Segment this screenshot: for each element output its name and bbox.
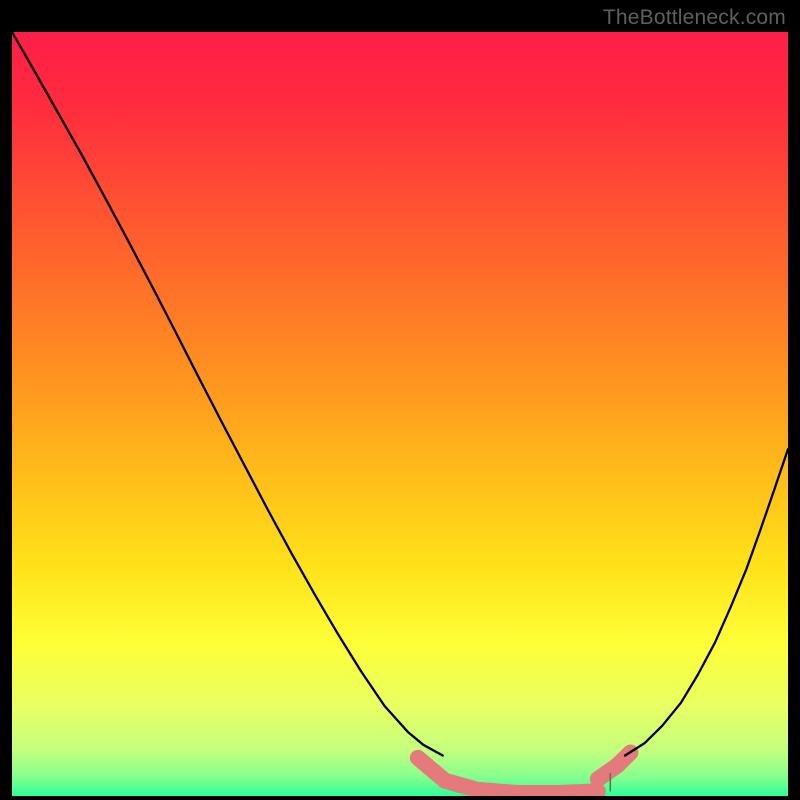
curve-svg bbox=[12, 32, 788, 796]
watermark-text: TheBottleneck.com bbox=[603, 6, 786, 30]
gradient-background bbox=[12, 32, 788, 796]
chart-canvas: TheBottleneck.com bbox=[0, 0, 800, 800]
bottleneck-curve-chart bbox=[12, 32, 788, 796]
